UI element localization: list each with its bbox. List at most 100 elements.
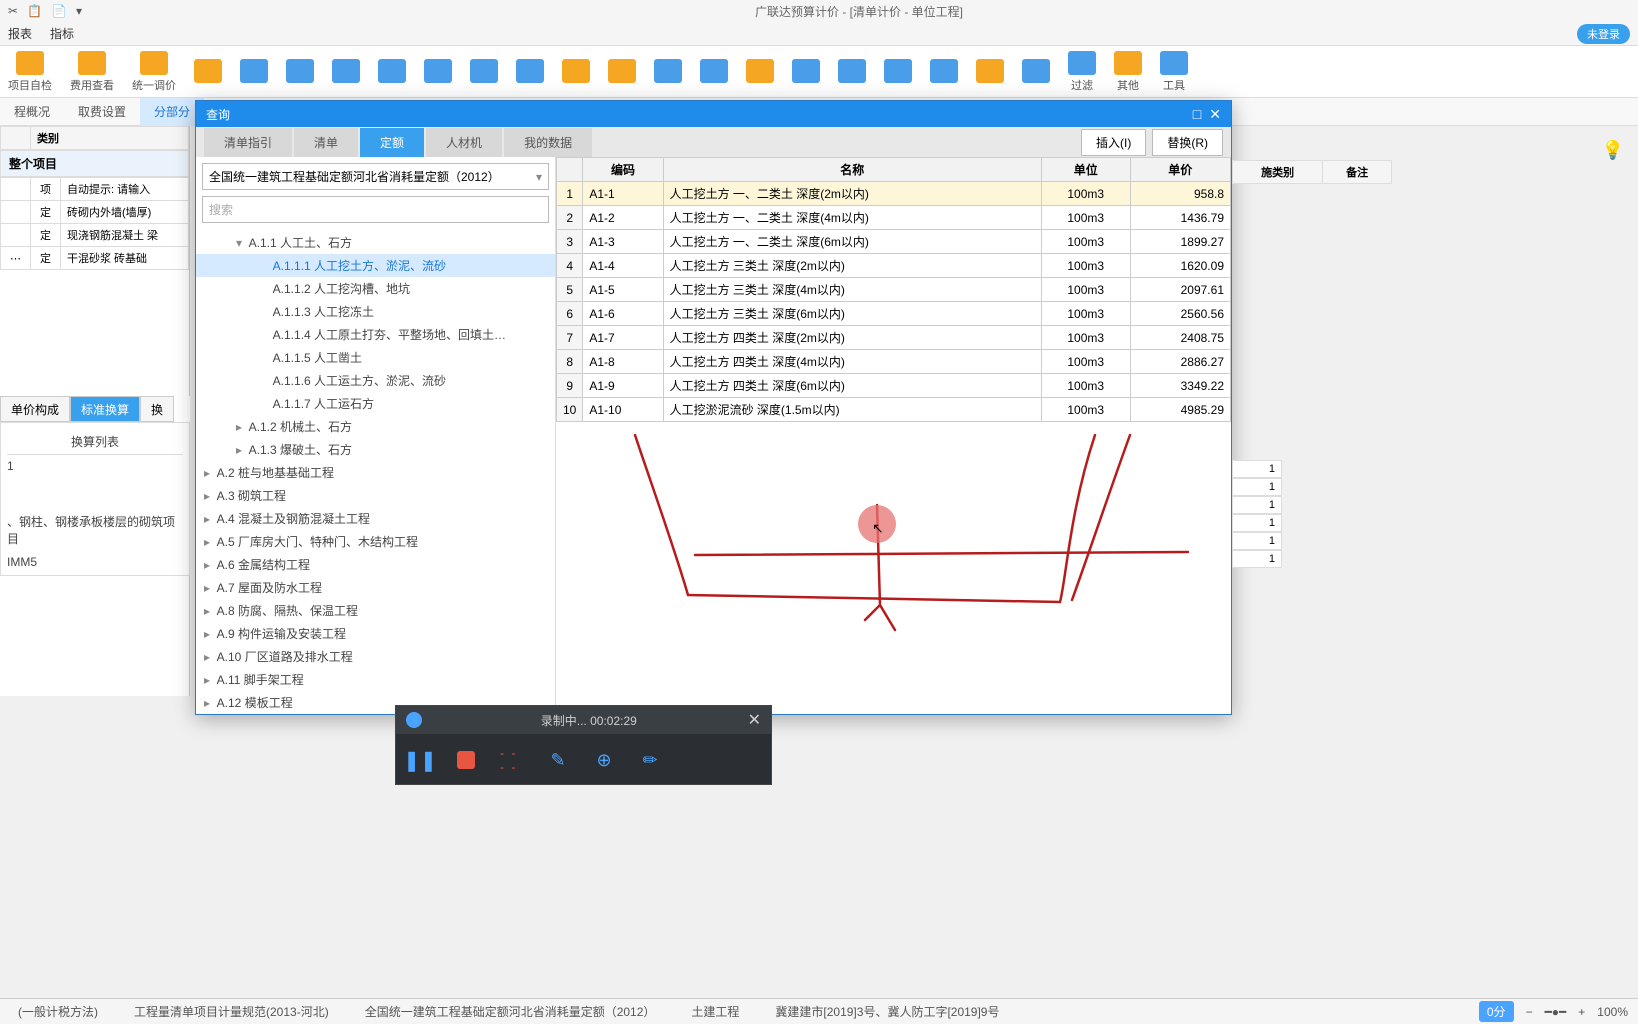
- lower-tab-0[interactable]: 单价构成: [0, 396, 70, 422]
- project-header[interactable]: 整个项目: [0, 150, 189, 177]
- toolbar-button-19[interactable]: [930, 59, 958, 85]
- toolbar-button-20[interactable]: [976, 59, 1004, 85]
- toolbar-button-22[interactable]: 过滤: [1068, 51, 1096, 93]
- table-row[interactable]: 8A1-8人工挖土方 四类土 深度(4m以内)100m32886.27: [557, 350, 1231, 374]
- insert-button[interactable]: 插入(I): [1081, 129, 1146, 156]
- table-header[interactable]: 编码: [583, 158, 663, 182]
- tree-item[interactable]: ▸ A.8 防腐、隔热、保温工程: [196, 599, 555, 622]
- camera-button[interactable]: ⊕: [592, 748, 616, 772]
- table-header[interactable]: 名称: [663, 158, 1041, 182]
- zoom-in-icon[interactable]: +: [1578, 1005, 1585, 1019]
- tree-item[interactable]: ▸ A.10 厂区道路及排水工程: [196, 645, 555, 668]
- dialog-tab-1[interactable]: 清单: [294, 128, 358, 157]
- left-row[interactable]: ⋯定干混砂浆 砖基础: [1, 247, 189, 270]
- tree-item[interactable]: ▸ A.2 桩与地基基础工程: [196, 461, 555, 484]
- recording-titlebar[interactable]: 录制中... 00:02:29 ✕: [396, 706, 771, 734]
- help-icon[interactable]: 💡: [1602, 140, 1624, 161]
- table-row[interactable]: 3A1-3人工挖土方 一、二类土 深度(6m以内)100m31899.27: [557, 230, 1231, 254]
- toolbar-button-17[interactable]: [838, 59, 866, 85]
- tree-item[interactable]: A.1.1.7 人工运石方: [196, 392, 555, 415]
- tree-item[interactable]: A.1.1.3 人工挖冻土: [196, 300, 555, 323]
- left-row[interactable]: 项自动提示: 请输入: [1, 178, 189, 201]
- dropdown-icon[interactable]: ▾: [76, 4, 82, 18]
- lower-tab-2[interactable]: 换: [140, 396, 174, 422]
- cut-icon[interactable]: ✂: [8, 4, 18, 18]
- status-proj[interactable]: 土建工程: [683, 1003, 747, 1020]
- status-spec[interactable]: 工程量清单项目计量规范(2013-河北): [126, 1003, 337, 1020]
- tree-item[interactable]: A.1.1.5 人工凿土: [196, 346, 555, 369]
- status-norm[interactable]: 全国统一建筑工程基础定额河北省消耗量定额（2012）: [357, 1003, 664, 1020]
- table-row[interactable]: 1A1-1人工挖土方 一、二类土 深度(2m以内)100m3958.8: [557, 182, 1231, 206]
- tree-item[interactable]: A.1.1.1 人工挖土方、淤泥、流砂: [196, 254, 555, 277]
- left-row[interactable]: 定现浇钢筋混凝土 梁: [1, 224, 189, 247]
- tree-item[interactable]: ▸ A.11 脚手架工程: [196, 668, 555, 691]
- table-header[interactable]: [557, 158, 583, 182]
- norm-combo[interactable]: 全国统一建筑工程基础定额河北省消耗量定额（2012） ▾: [202, 163, 549, 190]
- tree-item[interactable]: ▸ A.5 厂库房大门、特种门、木结构工程: [196, 530, 555, 553]
- tree-item[interactable]: ▸ A.9 构件运输及安装工程: [196, 622, 555, 645]
- toolbar-button-9[interactable]: [470, 59, 498, 85]
- tree-item[interactable]: A.1.1.2 人工挖沟槽、地坑: [196, 277, 555, 300]
- table-row[interactable]: 5A1-5人工挖土方 三类土 深度(4m以内)100m32097.61: [557, 278, 1231, 302]
- table-row[interactable]: 9A1-9人工挖土方 四类土 深度(6m以内)100m33349.22: [557, 374, 1231, 398]
- toolbar-button-24[interactable]: 工具: [1160, 51, 1188, 93]
- replace-button[interactable]: 替换(R): [1152, 129, 1223, 156]
- subtab-0[interactable]: 程概况: [0, 98, 64, 126]
- search-input[interactable]: 搜索: [202, 196, 549, 223]
- left-row[interactable]: 定砖砌内外墙(墙厚): [1, 201, 189, 224]
- toolbar-button-18[interactable]: [884, 59, 912, 85]
- dialog-titlebar[interactable]: 查询 □ ✕: [196, 101, 1231, 127]
- toolbar-button-15[interactable]: [746, 59, 774, 85]
- tree-item[interactable]: A.1.1.4 人工原土打夯、平整场地、回填土…: [196, 323, 555, 346]
- table-row[interactable]: 10A1-10人工挖淤泥流砂 深度(1.5m以内)100m34985.29: [557, 398, 1231, 422]
- tree-item[interactable]: ▾ A.1.1 人工土、石方: [196, 231, 555, 254]
- tree-item[interactable]: ▸ A.3 砌筑工程: [196, 484, 555, 507]
- toolbar-button-13[interactable]: [654, 59, 682, 85]
- zoom-out-icon[interactable]: −: [1526, 1005, 1533, 1019]
- close-icon[interactable]: ✕: [1209, 106, 1221, 123]
- toolbar-button-11[interactable]: [562, 59, 590, 85]
- dialog-tab-3[interactable]: 人材机: [426, 128, 502, 157]
- table-row[interactable]: 2A1-2人工挖土方 一、二类土 深度(4m以内)100m31436.79: [557, 206, 1231, 230]
- toolbar-button-5[interactable]: [286, 59, 314, 85]
- dialog-tab-4[interactable]: 我的数据: [504, 128, 592, 157]
- tree-item[interactable]: A.1.1.6 人工运土方、淤泥、流砂: [196, 369, 555, 392]
- tree-item[interactable]: ▸ A.6 金属结构工程: [196, 553, 555, 576]
- toolbar-button-8[interactable]: [424, 59, 452, 85]
- toolbar-button-14[interactable]: [700, 59, 728, 85]
- table-row[interactable]: 4A1-4人工挖土方 三类土 深度(2m以内)100m31620.09: [557, 254, 1231, 278]
- zoom-slider[interactable]: ━●━: [1545, 1005, 1567, 1019]
- toolbar-button-21[interactable]: [1022, 59, 1050, 85]
- table-row[interactable]: 6A1-6人工挖土方 三类土 深度(6m以内)100m32560.56: [557, 302, 1231, 326]
- tree-item[interactable]: ▸ A.1.2 机械土、石方: [196, 415, 555, 438]
- stop-button[interactable]: [454, 748, 478, 772]
- recording-close-icon[interactable]: ✕: [748, 710, 761, 730]
- copy-icon[interactable]: 📋: [27, 4, 42, 18]
- score-badge[interactable]: 0分: [1479, 1001, 1514, 1022]
- toolbar-button-4[interactable]: [240, 59, 268, 85]
- login-badge[interactable]: 未登录: [1577, 24, 1630, 44]
- status-tax[interactable]: (一般计税方法): [10, 1003, 106, 1020]
- toolbar-button-23[interactable]: 其他: [1114, 51, 1142, 93]
- toolbar-button-2[interactable]: 统一调价: [132, 51, 176, 93]
- tree-item[interactable]: ▸ A.7 屋面及防水工程: [196, 576, 555, 599]
- menu-indicator[interactable]: 指标: [50, 25, 74, 42]
- pause-button[interactable]: ❚❚: [408, 748, 432, 772]
- recording-toolbar[interactable]: 录制中... 00:02:29 ✕ ❚❚ - - - - ✎ ⊕ ✏: [395, 705, 772, 785]
- status-doc[interactable]: 冀建建市[2019]3号、冀人防工字[2019]9号: [767, 1003, 1007, 1020]
- maximize-icon[interactable]: □: [1193, 106, 1201, 122]
- marker-button[interactable]: - - - -: [500, 748, 524, 772]
- tree-item[interactable]: ▸ A.1.3 爆破土、石方: [196, 438, 555, 461]
- subtab-1[interactable]: 取费设置: [64, 98, 140, 126]
- annotate-button[interactable]: ✎: [546, 748, 570, 772]
- paste-icon[interactable]: 📄: [52, 4, 67, 18]
- toolbar-button-12[interactable]: [608, 59, 636, 85]
- lower-tab-1[interactable]: 标准换算: [70, 396, 140, 422]
- toolbar-button-10[interactable]: [516, 59, 544, 85]
- pen-button[interactable]: ✏: [638, 748, 662, 772]
- toolbar-button-7[interactable]: [378, 59, 406, 85]
- toolbar-button-3[interactable]: [194, 59, 222, 85]
- table-header[interactable]: 单价: [1130, 158, 1230, 182]
- toolbar-button-1[interactable]: 费用查看: [70, 51, 114, 93]
- toolbar-button-6[interactable]: [332, 59, 360, 85]
